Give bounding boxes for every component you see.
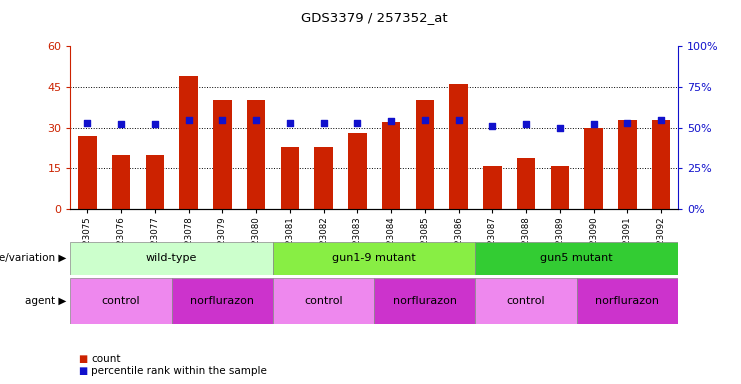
Bar [314,147,333,209]
Text: norflurazon: norflurazon [595,296,659,306]
Bar [476,278,576,324]
Point [284,120,296,126]
Bar [382,122,400,209]
Bar [179,76,198,209]
Bar [576,278,678,324]
Text: control: control [102,296,140,306]
Text: control: control [507,296,545,306]
Text: percentile rank within the sample: percentile rank within the sample [91,366,267,376]
Bar [374,278,476,324]
Bar [416,101,434,209]
Point [520,121,532,127]
Bar [449,84,468,209]
Bar [273,278,374,324]
Point [351,120,363,126]
Bar [618,119,637,209]
Point [588,121,599,127]
Point [655,116,667,122]
Text: ■: ■ [78,366,87,376]
Bar [172,278,273,324]
Text: ■: ■ [78,354,87,364]
Point [82,120,93,126]
Point [115,121,127,127]
Text: norflurazon: norflurazon [190,296,254,306]
Bar [516,157,536,209]
Text: wild-type: wild-type [146,253,197,263]
Bar [652,119,671,209]
Bar [281,147,299,209]
Bar [70,278,172,324]
Bar [213,101,232,209]
Point [554,124,566,131]
Bar [145,155,164,209]
Point [622,120,634,126]
Point [385,118,397,124]
Point [486,123,498,129]
Point [250,116,262,122]
Bar [551,166,569,209]
Text: count: count [91,354,121,364]
Bar [273,242,476,275]
Text: genotype/variation ▶: genotype/variation ▶ [0,253,67,263]
Bar [70,242,273,275]
Bar [476,242,678,275]
Bar [247,101,265,209]
Bar [585,127,603,209]
Point [419,116,431,122]
Text: control: control [305,296,343,306]
Text: norflurazon: norflurazon [393,296,457,306]
Point [149,121,161,127]
Bar [348,133,367,209]
Point [453,116,465,122]
Point [318,120,330,126]
Text: GDS3379 / 257352_at: GDS3379 / 257352_at [301,12,448,25]
Bar [483,166,502,209]
Text: gun1-9 mutant: gun1-9 mutant [332,253,416,263]
Bar [112,155,130,209]
Point [182,116,194,122]
Bar [78,136,96,209]
Point [216,116,228,122]
Text: agent ▶: agent ▶ [25,296,67,306]
Text: gun5 mutant: gun5 mutant [540,253,613,263]
